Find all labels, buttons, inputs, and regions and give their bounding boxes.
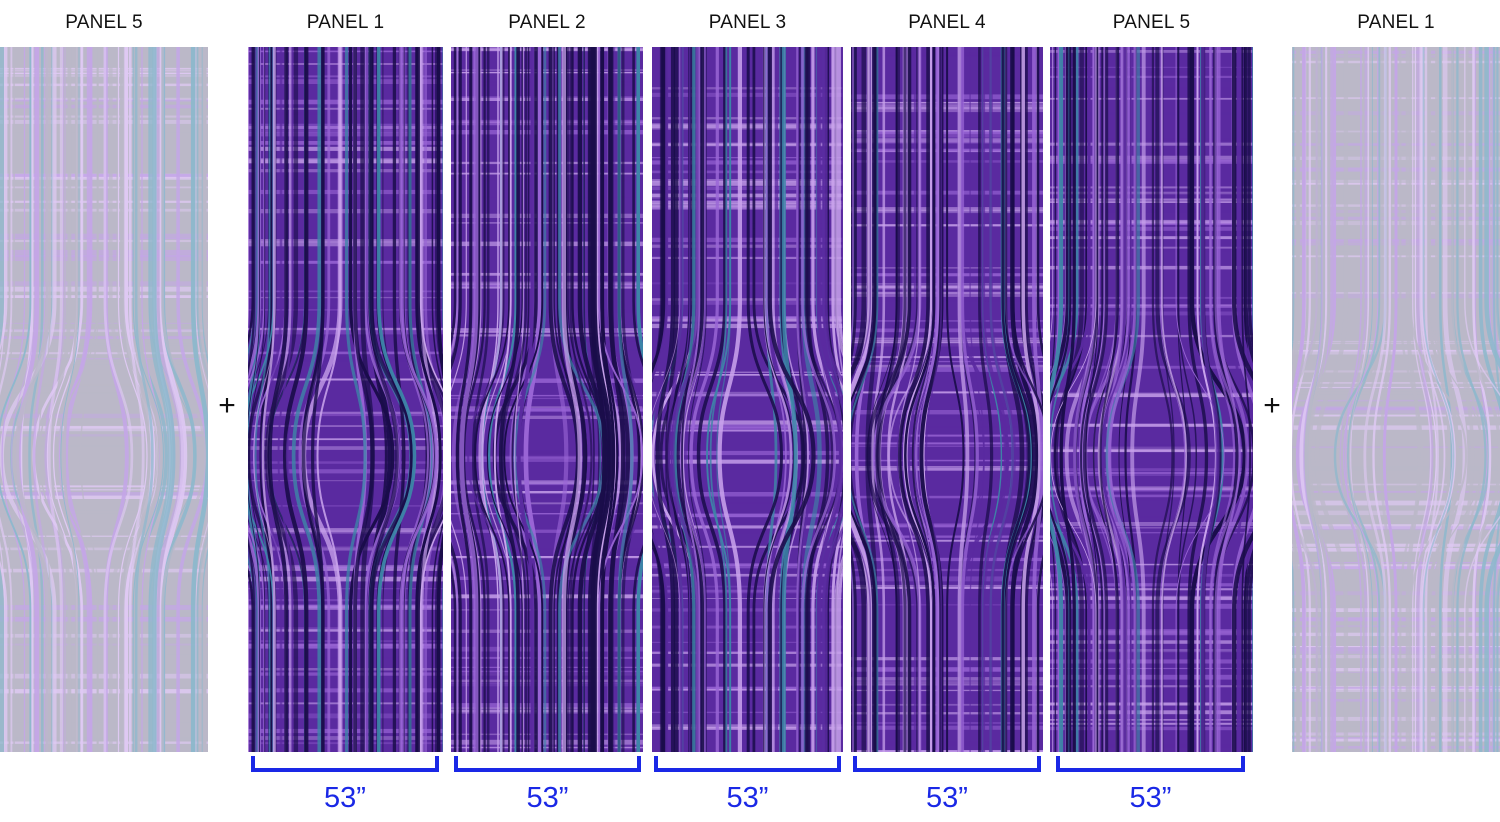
panel-label-5: PANEL 5 (1112, 12, 1191, 33)
panel-label-3: PANEL 3 (708, 12, 787, 33)
width-bracket-2 (454, 756, 641, 772)
width-bracket-1 (251, 756, 439, 772)
width-label-3: 53” (726, 782, 769, 814)
join-plus-left: + (218, 389, 236, 422)
width-label-1: 53” (324, 782, 366, 814)
wallpaper-panel-4 (851, 47, 1043, 752)
panel-label-left-preview: PANEL 5 (65, 12, 143, 33)
width-label-5: 53” (1129, 782, 1172, 814)
panel-label-2: PANEL 2 (508, 12, 586, 33)
wallpaper-panel-2 (451, 47, 643, 752)
panel-label-4: PANEL 4 (908, 12, 986, 33)
width-bracket-4 (853, 756, 1041, 772)
wallpaper-panel-5 (1050, 47, 1253, 752)
wallpaper-panel-1 (248, 47, 443, 752)
wallpaper-panel-preview-left (0, 47, 208, 752)
width-label-2: 53” (526, 782, 569, 814)
width-bracket-5 (1056, 756, 1245, 772)
width-label-4: 53” (926, 782, 968, 814)
join-plus-right: + (1263, 389, 1281, 422)
width-bracket-3 (654, 756, 841, 772)
wallpaper-panel-preview-right (1292, 47, 1500, 752)
panel-label-1: PANEL 1 (306, 12, 385, 33)
wallpaper-panel-3 (652, 47, 843, 752)
panel-label-right-preview: PANEL 1 (1357, 12, 1435, 33)
